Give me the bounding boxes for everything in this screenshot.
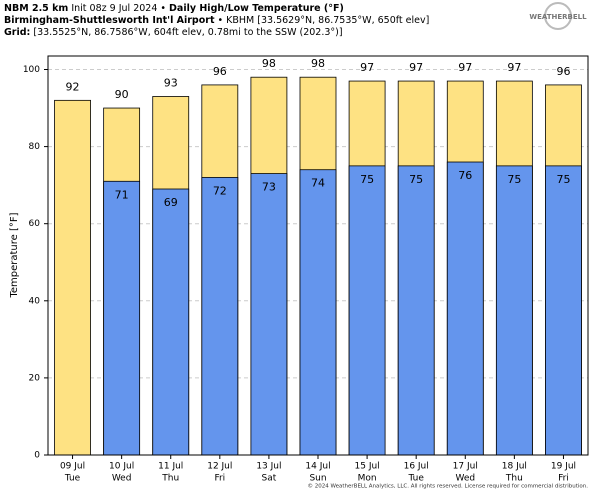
x-tick-weekday: Wed — [455, 474, 475, 484]
value-label: 96 — [556, 65, 570, 78]
y-tick-label: 80 — [29, 142, 41, 152]
value-label: 92 — [66, 80, 80, 93]
value-label: 69 — [164, 196, 178, 209]
x-tick-label: 09 Jul — [60, 462, 85, 472]
logo: WEATHERBELL — [529, 13, 587, 21]
bar — [250, 173, 288, 456]
value-label: 75 — [360, 173, 374, 186]
x-tick-weekday: Mon — [358, 474, 377, 484]
value-label: 75 — [409, 173, 423, 186]
x-tick-weekday: Thu — [161, 474, 179, 484]
value-label: 74 — [311, 177, 325, 190]
bar — [545, 165, 582, 456]
value-label: 71 — [115, 188, 129, 201]
header-line-3: Grid: [33.5525°N, 86.7586°W, 604ft elev,… — [4, 27, 343, 38]
grid-info: [33.5525°N, 86.7586°W, 604ft elev, 0.78m… — [33, 27, 342, 38]
station-info: KBHM [33.5629°N, 86.7535°W, 650ft elev] — [226, 15, 429, 26]
x-tick-label: 10 Jul — [109, 462, 134, 472]
separator: • — [218, 15, 224, 26]
value-label: 97 — [360, 61, 374, 74]
y-tick-label: 100 — [23, 65, 40, 75]
x-tick-weekday: Tue — [64, 474, 81, 484]
bar — [495, 165, 533, 456]
x-tick-weekday: Fri — [558, 474, 569, 484]
value-label: 97 — [458, 61, 472, 74]
value-label: 96 — [213, 65, 227, 78]
bar — [103, 180, 141, 456]
x-tick-label: 12 Jul — [207, 462, 232, 472]
x-tick-label: 16 Jul — [404, 462, 429, 472]
bar — [348, 165, 386, 456]
credit: © 2024 WeatherBELL Analytics, LLC. All r… — [308, 483, 589, 490]
x-tick-label: 15 Jul — [355, 462, 380, 472]
x-tick-weekday: Thu — [505, 474, 523, 484]
value-label: 76 — [458, 169, 472, 182]
value-label: 75 — [507, 173, 521, 186]
x-tick-label: 13 Jul — [256, 462, 281, 472]
y-tick-label: 0 — [34, 451, 40, 461]
value-label: 98 — [311, 57, 325, 70]
x-tick-weekday: Wed — [112, 474, 132, 484]
y-tick-label: 40 — [29, 296, 41, 306]
value-label: 90 — [115, 88, 129, 101]
y-axis-label: Temperature [°F] — [9, 212, 20, 298]
station: Birmingham-Shuttlesworth Int'l Airport — [4, 15, 215, 26]
bar — [54, 99, 91, 456]
value-label: 73 — [262, 181, 276, 194]
value-label: 98 — [262, 57, 276, 70]
value-label: 97 — [507, 61, 521, 74]
bar — [299, 169, 337, 456]
x-tick-label: 17 Jul — [453, 462, 478, 472]
init: Init 08z 9 Jul 2024 — [71, 3, 157, 14]
x-tick-weekday: Tue — [407, 474, 424, 484]
bar — [397, 165, 435, 456]
value-label: 72 — [213, 184, 227, 197]
bar — [446, 161, 484, 456]
x-tick-weekday: Sun — [309, 474, 326, 484]
value-label: 75 — [556, 173, 570, 186]
grid-label: Grid: — [4, 27, 30, 38]
model: NBM 2.5 km — [4, 3, 68, 14]
x-tick-label: 18 Jul — [502, 462, 527, 472]
header-line-2: Birmingham-Shuttlesworth Int'l Airport •… — [4, 15, 429, 26]
x-tick-label: 11 Jul — [158, 462, 183, 472]
header-line-1: NBM 2.5 km Init 08z 9 Jul 2024 • Daily H… — [4, 3, 344, 14]
x-tick-weekday: Fri — [214, 474, 225, 484]
bar — [152, 188, 190, 456]
chart-title: Daily High/Low Temperature (°F) — [169, 3, 344, 14]
logo-mark — [544, 2, 572, 30]
separator: • — [160, 3, 166, 14]
bar — [201, 177, 239, 456]
y-tick-label: 20 — [29, 373, 41, 383]
plot-frame — [47, 55, 589, 456]
value-label: 93 — [164, 76, 178, 89]
x-tick-label: 14 Jul — [305, 462, 330, 472]
y-tick-label: 60 — [29, 219, 41, 229]
value-label: 97 — [409, 61, 423, 74]
x-tick-label: 19 Jul — [551, 462, 576, 472]
x-tick-weekday: Sat — [262, 474, 277, 484]
